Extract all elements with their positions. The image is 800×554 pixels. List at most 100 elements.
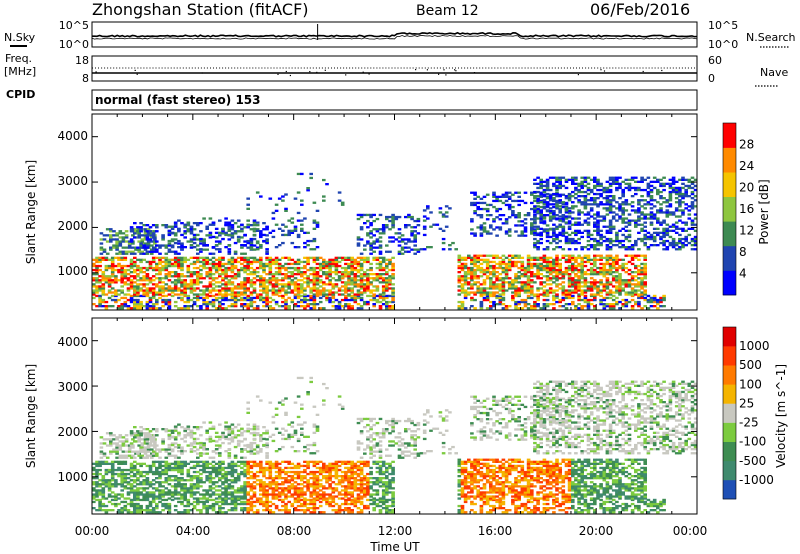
power-cell — [618, 285, 622, 288]
power-cell — [593, 268, 597, 272]
power-cell — [236, 256, 241, 259]
power-cell — [507, 203, 512, 207]
power-cell — [558, 233, 562, 237]
power-cell — [281, 229, 285, 232]
power-cell — [265, 241, 269, 245]
power-cell — [596, 289, 600, 292]
power-cell — [315, 289, 320, 292]
power-cell — [312, 287, 317, 290]
power-cell — [558, 246, 562, 249]
power-cell — [495, 266, 499, 270]
power-cell — [344, 266, 348, 270]
power-cell — [271, 287, 276, 290]
power-cell — [501, 281, 506, 284]
power-cell — [146, 228, 151, 231]
power-cell — [441, 248, 446, 251]
power-cell — [586, 256, 591, 259]
power-cell — [517, 300, 521, 304]
power-cell — [561, 229, 566, 232]
power-cell — [214, 268, 219, 272]
power-cell — [574, 273, 578, 276]
power-cell — [359, 262, 364, 266]
power-cell — [151, 260, 156, 264]
power-cell — [542, 203, 547, 206]
power-cell — [485, 275, 490, 278]
power-cell — [548, 199, 553, 202]
power-cell — [186, 283, 191, 286]
power-colorbar-tick: 20 — [739, 181, 754, 195]
power-cell — [552, 176, 556, 179]
power-cell — [109, 230, 113, 233]
power-cell — [422, 215, 427, 218]
power-cell — [145, 275, 150, 278]
power-cell — [548, 271, 553, 274]
power-cell — [545, 224, 550, 227]
power-cell — [337, 191, 342, 194]
power-cell — [385, 258, 389, 261]
power-cell — [192, 266, 197, 270]
power-cell — [637, 186, 641, 190]
power-cell — [489, 277, 493, 280]
power-cell — [186, 264, 191, 268]
power-cell — [495, 254, 499, 257]
power-cell — [545, 266, 550, 270]
power-cell — [530, 262, 534, 266]
power-cell — [649, 244, 654, 247]
power-cell — [104, 281, 109, 284]
nave-outlier — [362, 71, 364, 73]
power-cell — [246, 294, 250, 298]
power-cell — [192, 300, 197, 304]
velocity-cell — [208, 498, 213, 502]
power-cell — [350, 298, 354, 302]
power-cell — [309, 172, 313, 176]
power-cell — [577, 223, 581, 226]
power-cell — [252, 237, 257, 241]
power-cell — [422, 227, 427, 230]
power-cell — [109, 234, 113, 237]
velocity-cell — [133, 502, 137, 506]
power-cell — [95, 281, 99, 284]
power-cell — [533, 211, 537, 214]
power-cell — [186, 305, 191, 308]
power-cell — [366, 300, 370, 304]
nave-dot — [560, 67, 562, 69]
power-cell — [624, 209, 629, 212]
power-cell — [164, 224, 169, 227]
power-cell — [221, 256, 225, 259]
power-cell — [649, 235, 654, 239]
power-cell — [555, 271, 559, 274]
power-cell — [259, 258, 263, 261]
power-cell — [233, 291, 238, 294]
power-cell — [170, 271, 175, 274]
power-cell — [608, 205, 613, 208]
power-cell — [233, 273, 238, 276]
power-cell — [189, 230, 194, 233]
power-cell — [255, 307, 260, 310]
power-cell — [561, 291, 566, 294]
power-cell — [539, 219, 543, 222]
power-cell — [155, 298, 159, 302]
power-cell — [637, 203, 641, 206]
power-cell — [271, 291, 276, 294]
power-cell — [340, 285, 345, 288]
power-cell — [589, 287, 594, 290]
power-cell — [236, 271, 241, 274]
power-cell — [615, 233, 619, 237]
power-cell — [656, 307, 660, 310]
power-cell — [268, 305, 273, 308]
power-cell — [230, 260, 235, 264]
velocity-cell — [224, 511, 228, 514]
power-cell — [574, 197, 578, 200]
power-cell — [548, 188, 553, 192]
power-cell — [268, 277, 273, 280]
power-cell — [479, 283, 484, 286]
power-cell — [656, 219, 660, 222]
power-cell — [552, 210, 556, 213]
power-cell — [586, 307, 591, 310]
power-cell — [637, 268, 641, 272]
power-cell — [309, 294, 313, 298]
power-cell — [536, 303, 540, 306]
power-cell — [95, 273, 99, 276]
power-cell — [611, 211, 616, 214]
power-cell — [306, 303, 310, 306]
